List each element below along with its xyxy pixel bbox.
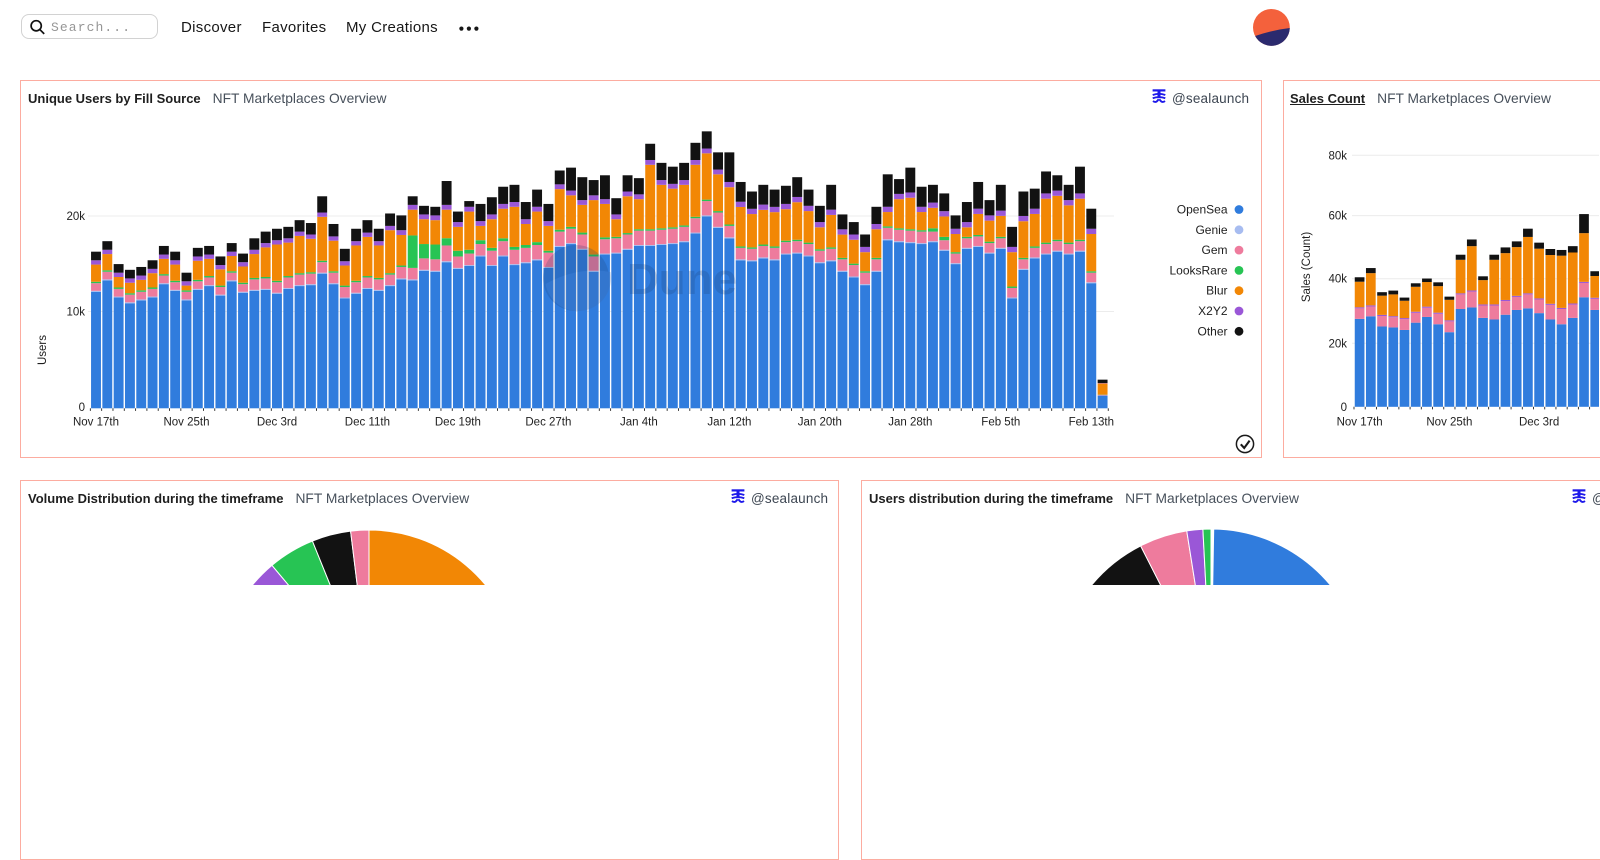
svg-text:X2Y2: X2Y2 [1198,304,1228,318]
svg-text:Gem: Gem [1201,243,1227,257]
svg-text:Sales (Count): Sales (Count) [1301,232,1313,302]
svg-text:20k: 20k [1328,338,1347,350]
svg-text:0: 0 [79,402,85,414]
svg-text:Users: Users [37,335,49,365]
svg-text:Dec 19th: Dec 19th [435,417,481,429]
svg-text:Dune: Dune [627,255,737,304]
svg-text:Feb 13th: Feb 13th [1069,417,1114,429]
svg-text:Jan 4th: Jan 4th [620,417,658,429]
svg-text:Dec 3rd: Dec 3rd [257,417,297,429]
svg-text:LooksRare: LooksRare [1169,263,1227,277]
svg-text:Feb 5th: Feb 5th [981,417,1020,429]
svg-text:Blur: Blur [1206,284,1227,298]
svg-text:0: 0 [1341,402,1347,414]
svg-text:60k: 60k [1328,211,1347,223]
svg-text:40k: 40k [1328,274,1347,286]
svg-text:Dec 27th: Dec 27th [525,417,571,429]
svg-text:Nov 25th: Nov 25th [163,417,209,429]
svg-text:20k: 20k [66,211,85,223]
svg-text:Dec 3rd: Dec 3rd [1519,417,1559,429]
svg-text:Jan 28th: Jan 28th [888,417,932,429]
svg-text:Genie: Genie [1195,223,1227,237]
svg-text:OpenSea: OpenSea [1177,203,1228,217]
svg-text:Nov 17th: Nov 17th [1337,417,1383,429]
svg-text:Nov 17th: Nov 17th [73,417,119,429]
svg-text:80k: 80k [1328,150,1347,162]
svg-text:Jan 12th: Jan 12th [707,417,751,429]
svg-text:Jan 20th: Jan 20th [798,417,842,429]
svg-text:Other: Other [1197,324,1227,338]
svg-text:Nov 25th: Nov 25th [1426,417,1472,429]
svg-text:Dec 11th: Dec 11th [345,417,390,429]
svg-text:10k: 10k [66,307,85,319]
